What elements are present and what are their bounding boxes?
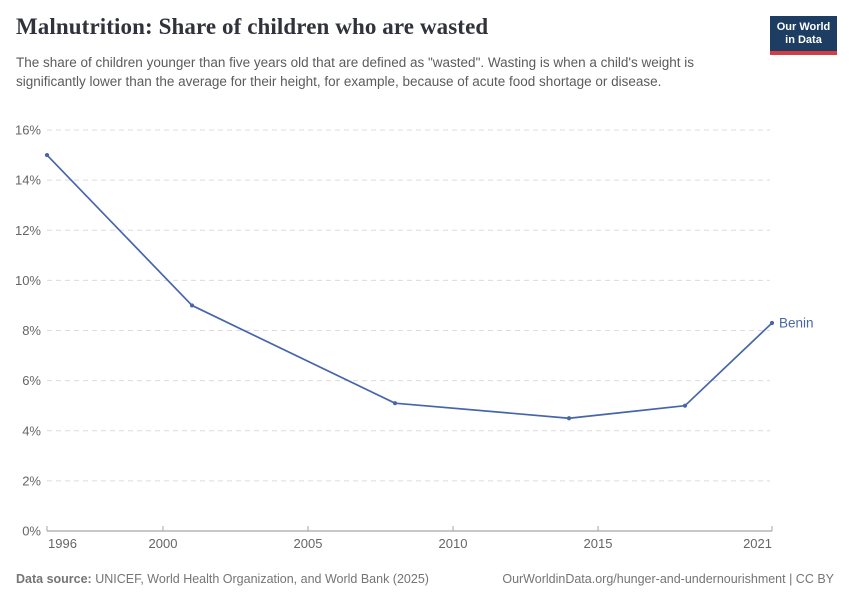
owid-logo-line1: Our World xyxy=(776,21,831,33)
page-title: Malnutrition: Share of children who are … xyxy=(16,14,489,39)
chart-footer: Data source: UNICEF, World Health Organi… xyxy=(16,572,834,586)
y-axis-tick-label: 0% xyxy=(22,524,41,539)
data-point[interactable] xyxy=(769,320,775,326)
series-end-label[interactable]: Benin xyxy=(779,315,814,330)
owid-cc-link[interactable]: OurWorldinData.org/hunger-and-undernouri… xyxy=(502,572,834,586)
x-axis-tick-label: 1996 xyxy=(48,536,77,551)
y-axis-tick-label: 16% xyxy=(15,123,41,138)
data-point[interactable] xyxy=(566,416,572,421)
line-chart-plot[interactable]: 0% 2% 4% 6% 8% 10% 12% 14% 16% 1996 2000 2005 2010 20… xyxy=(0,113,850,555)
x-axis-tick-label: 2000 xyxy=(149,536,178,551)
y-axis-tick-label: 10% xyxy=(15,273,41,288)
y-axis-tick-label: 6% xyxy=(22,373,41,388)
data-point[interactable] xyxy=(44,152,50,158)
y-axis-tick-label: 12% xyxy=(15,223,41,238)
data-point[interactable] xyxy=(682,403,688,408)
owid-logo[interactable]: Our World in Data xyxy=(770,16,837,56)
y-axis-tick-label: 8% xyxy=(22,323,41,338)
data-point[interactable] xyxy=(392,401,398,406)
data-line[interactable] xyxy=(46,154,773,420)
x-axis-tick-label: 2010 xyxy=(439,536,468,551)
x-axis-tick-label: 2021 xyxy=(743,536,772,551)
data-source-text: UNICEF, World Health Organization, and W… xyxy=(95,572,429,586)
x-axis-tick-label: 2015 xyxy=(584,536,613,551)
chart-subtitle: The share of children younger than five … xyxy=(16,55,695,89)
data-source-label: Data source: xyxy=(16,572,92,586)
data-source-note: Data source: UNICEF, World Health Organi… xyxy=(16,572,429,586)
owid-logo-text: Our World in Data xyxy=(770,16,837,52)
y-axis-tick-label: 14% xyxy=(15,173,41,188)
owid-logo-red-bar xyxy=(770,51,837,56)
data-point[interactable] xyxy=(189,303,195,308)
owid-logo-line2: in Data xyxy=(785,34,822,47)
x-axis-tick-label: 2005 xyxy=(294,536,323,551)
y-axis-tick-label: 4% xyxy=(22,423,41,438)
y-axis-tick-label: 2% xyxy=(22,473,41,488)
